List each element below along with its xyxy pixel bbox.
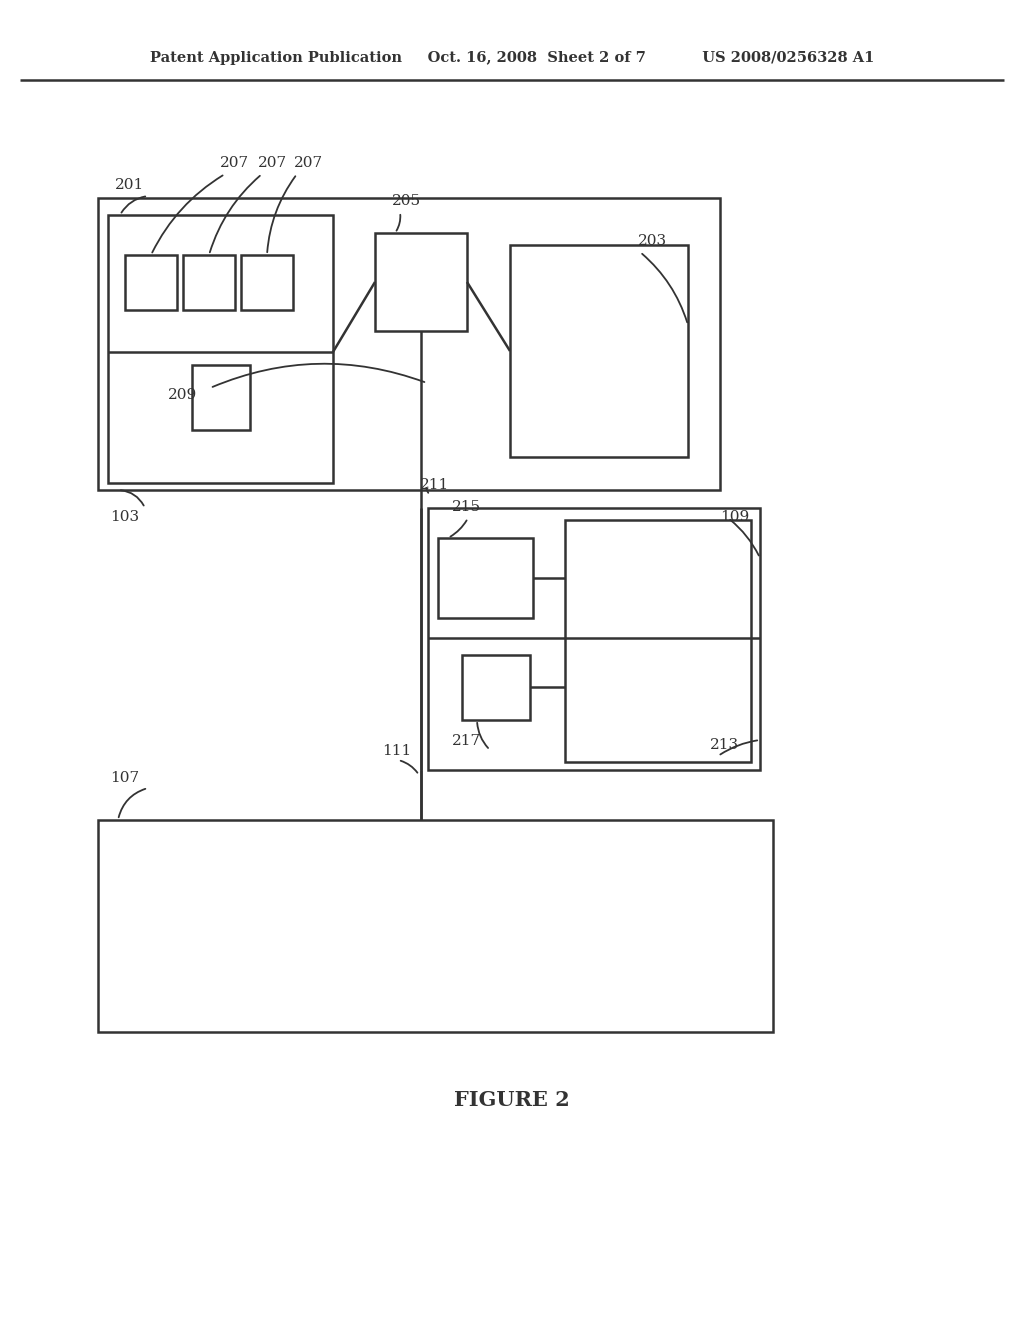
Bar [193, 366, 250, 430]
Bar [98, 198, 720, 490]
Text: 207: 207 [220, 156, 249, 170]
Text: 201: 201 [115, 178, 144, 191]
Text: 209: 209 [168, 388, 198, 403]
Bar [108, 215, 333, 483]
Text: FIGURE 2: FIGURE 2 [454, 1090, 570, 1110]
Bar [241, 255, 293, 310]
Text: 211: 211 [420, 478, 450, 492]
Text: 217: 217 [452, 734, 481, 748]
Bar [375, 234, 467, 331]
Text: 215: 215 [452, 500, 481, 513]
Bar [183, 255, 234, 310]
Text: 207: 207 [258, 156, 287, 170]
Bar [510, 246, 688, 457]
Text: 207: 207 [294, 156, 324, 170]
Bar [428, 508, 760, 770]
Text: 205: 205 [392, 194, 421, 209]
Bar [462, 655, 530, 719]
Bar [438, 539, 534, 618]
Bar [125, 255, 177, 310]
Text: 111: 111 [382, 744, 412, 758]
Bar [98, 820, 773, 1032]
Text: 103: 103 [110, 510, 139, 524]
Text: Patent Application Publication     Oct. 16, 2008  Sheet 2 of 7           US 2008: Patent Application Publication Oct. 16, … [150, 51, 874, 65]
Text: 213: 213 [710, 738, 739, 752]
Text: 203: 203 [638, 234, 667, 248]
Text: 107: 107 [110, 771, 139, 785]
Bar [565, 520, 751, 762]
Text: 109: 109 [720, 510, 750, 524]
